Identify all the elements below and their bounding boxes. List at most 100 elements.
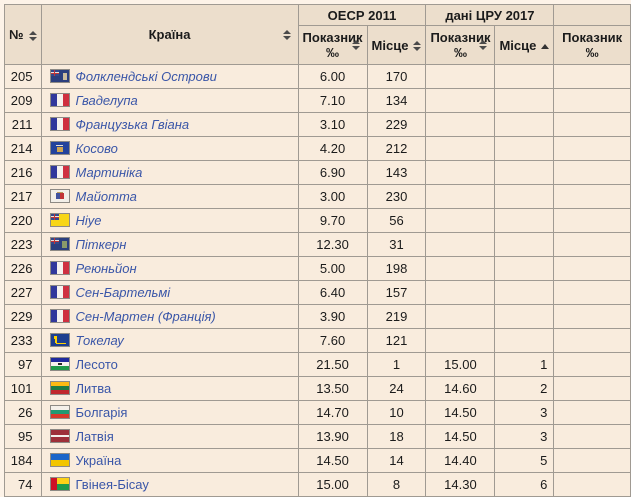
col-header-cutoff-indicator[interactable]: Показник ‰: [553, 25, 631, 65]
col-header-oecd-indicator[interactable]: Показник ‰: [297, 25, 368, 65]
table-row: 223 Піткерн 12.30 31: [4, 232, 631, 257]
col-header-cia-indicator[interactable]: Показник ‰: [425, 25, 496, 65]
oecd-place-cell: 219: [366, 304, 427, 329]
extra-value-cell: [553, 424, 631, 449]
country-link[interactable]: Фолклендські Острови: [75, 69, 217, 84]
country-link[interactable]: Мартиніка: [75, 165, 143, 180]
country-cell: Мартиніка: [40, 160, 299, 185]
cia-place-cell: [494, 136, 555, 161]
country-header-label: Країна: [148, 27, 191, 42]
cia-value-cell: [425, 88, 496, 113]
oecd-value-cell: 3.00: [297, 184, 368, 209]
oecd-value-cell: 3.90: [297, 304, 368, 329]
rank-cell: 220: [4, 208, 42, 233]
table-row: 211 Французька Гвіана 3.10 229: [4, 112, 631, 137]
cia-place-cell: 6: [494, 472, 555, 497]
country-cell: Фолклендські Острови: [40, 64, 299, 89]
extra-value-cell: [553, 256, 631, 281]
country-link[interactable]: Косово: [75, 141, 118, 156]
rank-cell: 214: [4, 136, 42, 161]
oecd-value-cell: 13.50: [297, 376, 368, 401]
oecd-place-cell: 10: [366, 400, 427, 425]
cia-value-cell: [425, 64, 496, 89]
table-row: 214 Косово 4.20 212: [4, 136, 631, 161]
cia-value-cell: [425, 280, 496, 305]
country-cell: Латвія: [40, 424, 299, 449]
country-cell: Литва: [40, 376, 299, 401]
sort-icon: [28, 30, 37, 41]
country-link[interactable]: Україна: [75, 453, 122, 468]
countries-table: № Країна ОЕСР 2011 дані ЦРУ 2017 Показни…: [4, 4, 631, 497]
sort-icon: [479, 40, 488, 50]
oecd-place-cell: 134: [366, 88, 427, 113]
sort-icon: [351, 40, 360, 50]
country-link[interactable]: Майотта: [75, 189, 137, 204]
extra-value-cell: [553, 448, 631, 473]
country-link[interactable]: Токелау: [75, 333, 124, 348]
country-link[interactable]: Болгарія: [75, 405, 128, 420]
col-header-oecd-place[interactable]: Місце: [366, 25, 427, 65]
country-cell: Піткерн: [40, 232, 299, 257]
country-cell: Майотта: [40, 184, 299, 209]
country-link[interactable]: Французька Гвіана: [75, 117, 190, 132]
cia-place-cell: [494, 208, 555, 233]
rank-cell: 227: [4, 280, 42, 305]
cia-value-cell: [425, 304, 496, 329]
table-body: 205 Фолклендські Острови 6.00 170 209 Гваделу…: [4, 64, 631, 497]
cia-place-cell: 5: [494, 448, 555, 473]
extra-value-cell: [553, 184, 631, 209]
extra-value-cell: [553, 64, 631, 89]
country-link[interactable]: Латвія: [75, 429, 114, 444]
country-link[interactable]: Сен-Мартен (Франція): [75, 309, 216, 324]
cia-value-cell: [425, 136, 496, 161]
table-row: 226 Реюньйон 5.00 198: [4, 256, 631, 281]
cia-group-label: дані ЦРУ 2017: [445, 7, 535, 23]
group-header-cia-2017: дані ЦРУ 2017: [425, 4, 555, 26]
cia-place-cell: [494, 328, 555, 353]
rank-cell: 26: [4, 400, 42, 425]
cia-value-cell: 14.40: [425, 448, 496, 473]
table-row: 74 Гвінея-Бісау 15.00 8 14.30 6: [4, 472, 631, 497]
col-header-num[interactable]: №: [4, 4, 42, 65]
table-row: 209 Гваделупа 7.10 134: [4, 88, 631, 113]
country-cell: Французька Гвіана: [40, 112, 299, 137]
country-link[interactable]: Литва: [75, 381, 112, 396]
extra-value-cell: [553, 112, 631, 137]
country-link[interactable]: Лесото: [75, 357, 118, 372]
cia-value-cell: [425, 112, 496, 137]
country-link[interactable]: Гвінея-Бісау: [75, 477, 149, 492]
flag-icon: [49, 405, 70, 419]
cia-value-cell: [425, 208, 496, 233]
country-link[interactable]: Гваделупа: [75, 93, 138, 108]
table-row: 97 Лесото 21.50 1 15.00 1: [4, 352, 631, 377]
sort-icon: [413, 41, 422, 52]
col-header-cia-place-sorted[interactable]: Місце: [494, 25, 555, 65]
extra-value-cell: [553, 400, 631, 425]
indicator-label: Показник ‰: [302, 30, 363, 60]
country-link[interactable]: Піткерн: [75, 237, 127, 252]
sort-icon: [282, 29, 291, 40]
country-link[interactable]: Реюньйон: [75, 261, 137, 276]
country-cell: Болгарія: [40, 400, 299, 425]
cia-place-cell: [494, 160, 555, 185]
oecd-place-cell: 121: [366, 328, 427, 353]
oecd-value-cell: 12.30: [297, 232, 368, 257]
country-link[interactable]: Сен-Бартельмі: [75, 285, 171, 300]
flag-icon: [49, 237, 70, 251]
place-label: Місце: [371, 37, 409, 53]
oecd-place-cell: 230: [366, 184, 427, 209]
cia-value-cell: 14.30: [425, 472, 496, 497]
country-link[interactable]: Ніуе: [75, 213, 102, 228]
oecd-place-cell: 157: [366, 280, 427, 305]
flag-icon: [49, 189, 70, 203]
col-header-country[interactable]: Країна: [40, 4, 299, 65]
table-row: 233 Токелау 7.60 121: [4, 328, 631, 353]
flag-icon: [49, 69, 70, 83]
cia-value-cell: [425, 184, 496, 209]
oecd-value-cell: 13.90: [297, 424, 368, 449]
extra-value-cell: [553, 208, 631, 233]
oecd-place-cell: 56: [366, 208, 427, 233]
flag-icon: [49, 117, 70, 131]
extra-value-cell: [553, 88, 631, 113]
extra-value-cell: [553, 232, 631, 257]
